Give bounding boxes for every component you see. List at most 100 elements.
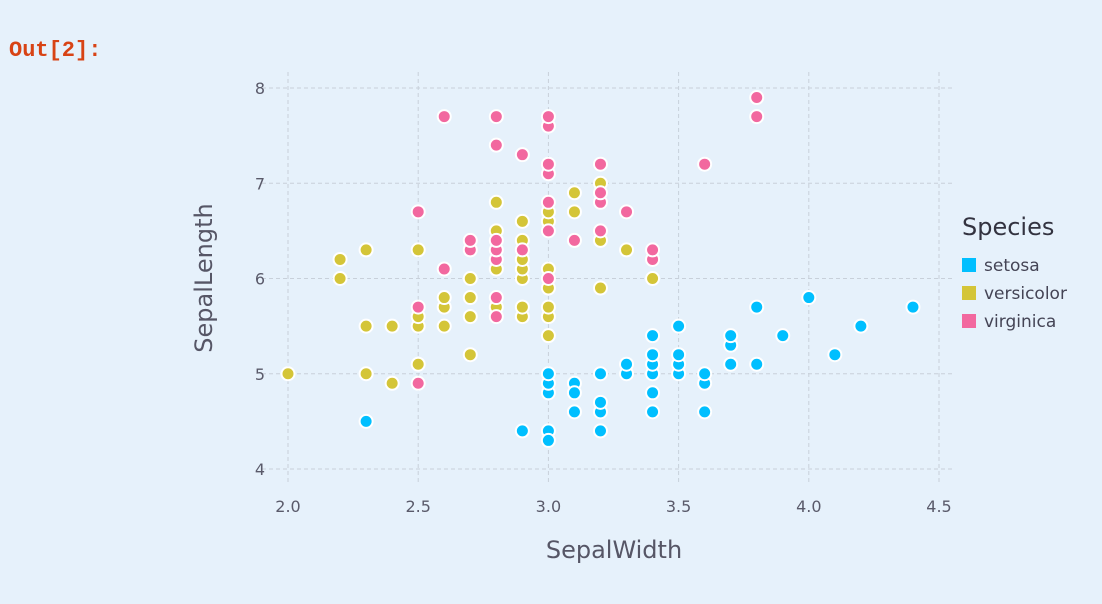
- point-setosa: [566, 385, 582, 401]
- point-versicolor: [488, 194, 504, 210]
- point-virginica: [540, 271, 556, 286]
- point-versicolor: [358, 318, 374, 334]
- point-virginica: [592, 185, 608, 201]
- point-setosa: [514, 423, 530, 439]
- point-setosa: [645, 404, 661, 420]
- point-setosa: [801, 290, 817, 306]
- point-setosa: [749, 299, 765, 315]
- point-versicolor: [462, 290, 478, 306]
- x-tick-label: 2.5: [405, 497, 430, 516]
- point-setosa: [619, 356, 635, 372]
- point-virginica: [749, 109, 765, 125]
- point-versicolor: [410, 356, 426, 372]
- point-virginica: [488, 290, 504, 306]
- output-prompt: Out[2]:: [9, 38, 102, 63]
- point-setosa: [697, 366, 713, 382]
- point-virginica: [462, 232, 478, 248]
- x-tick-label: 4.5: [926, 497, 951, 516]
- legend-label: versicolor: [984, 284, 1067, 304]
- y-tick-label: 4: [255, 460, 265, 479]
- point-versicolor: [645, 271, 661, 286]
- point-versicolor: [592, 280, 608, 296]
- point-virginica: [488, 137, 504, 153]
- x-tick-label: 2.0: [275, 497, 300, 516]
- point-versicolor: [514, 299, 530, 315]
- legend-label: setosa: [984, 256, 1040, 276]
- legend: Species setosa versicolor virginica: [962, 213, 1067, 332]
- point-setosa: [645, 347, 661, 363]
- point-virginica: [619, 204, 635, 220]
- point-virginica: [436, 261, 452, 277]
- point-setosa: [540, 432, 556, 448]
- legend-items: setosa versicolor virginica: [962, 256, 1067, 332]
- point-setosa: [645, 385, 661, 401]
- point-virginica: [697, 156, 713, 172]
- point-setosa: [723, 356, 739, 372]
- point-setosa: [358, 413, 374, 429]
- point-virginica: [410, 375, 426, 391]
- y-tick-label: 5: [255, 365, 265, 384]
- tick-labels: 2.0 2.5 3.0 3.5 4.0 4.5 4 5 6 7 8: [255, 79, 952, 516]
- point-virginica: [540, 156, 556, 172]
- point-versicolor: [332, 271, 348, 286]
- point-setosa: [827, 347, 843, 363]
- point-setosa: [540, 366, 556, 382]
- point-virginica: [645, 242, 661, 258]
- point-setosa: [723, 328, 739, 344]
- point-virginica: [540, 223, 556, 239]
- point-versicolor: [462, 309, 478, 325]
- point-versicolor: [384, 375, 400, 391]
- x-tick-label: 4.0: [796, 497, 821, 516]
- point-setosa: [671, 347, 687, 363]
- point-virginica: [514, 147, 530, 163]
- point-virginica: [514, 242, 530, 258]
- point-virginica: [488, 309, 504, 325]
- x-tick-label: 3.0: [536, 497, 561, 516]
- point-virginica: [592, 223, 608, 239]
- point-versicolor: [462, 271, 478, 286]
- y-tick-label: 6: [255, 270, 265, 289]
- point-virginica: [436, 109, 452, 125]
- point-setosa: [671, 318, 687, 334]
- point-virginica: [540, 194, 556, 210]
- point-setosa: [775, 328, 791, 344]
- point-versicolor: [566, 185, 582, 201]
- point-setosa: [749, 356, 765, 372]
- y-axis-title: SepalLength: [190, 203, 218, 352]
- point-setosa: [592, 423, 608, 439]
- point-virginica: [488, 232, 504, 248]
- x-axis-title: SepalWidth: [546, 536, 682, 564]
- point-versicolor: [514, 213, 530, 229]
- legend-title: Species: [962, 213, 1054, 241]
- point-versicolor: [540, 328, 556, 344]
- point-versicolor: [384, 318, 400, 334]
- point-virginica: [566, 232, 582, 248]
- y-tick-label: 8: [255, 79, 265, 98]
- point-versicolor: [358, 242, 374, 258]
- point-versicolor: [436, 318, 452, 334]
- legend-swatch-virginica: [962, 314, 976, 328]
- legend-swatch-versicolor: [962, 286, 976, 300]
- legend-swatch-setosa: [962, 258, 976, 272]
- point-setosa: [645, 328, 661, 344]
- point-versicolor: [619, 242, 635, 258]
- legend-label: virginica: [984, 312, 1056, 332]
- point-versicolor: [410, 242, 426, 258]
- point-virginica: [749, 90, 765, 106]
- point-virginica: [410, 204, 426, 220]
- point-setosa: [592, 366, 608, 382]
- data-points: [280, 90, 921, 448]
- point-versicolor: [462, 347, 478, 363]
- point-virginica: [592, 156, 608, 172]
- point-setosa: [853, 318, 869, 334]
- point-setosa: [566, 404, 582, 420]
- point-versicolor: [332, 251, 348, 267]
- point-setosa: [592, 394, 608, 410]
- point-virginica: [488, 109, 504, 125]
- point-versicolor: [436, 290, 452, 306]
- point-versicolor: [540, 299, 556, 315]
- x-tick-label: 3.5: [666, 497, 691, 516]
- point-virginica: [540, 109, 556, 125]
- point-versicolor: [566, 204, 582, 220]
